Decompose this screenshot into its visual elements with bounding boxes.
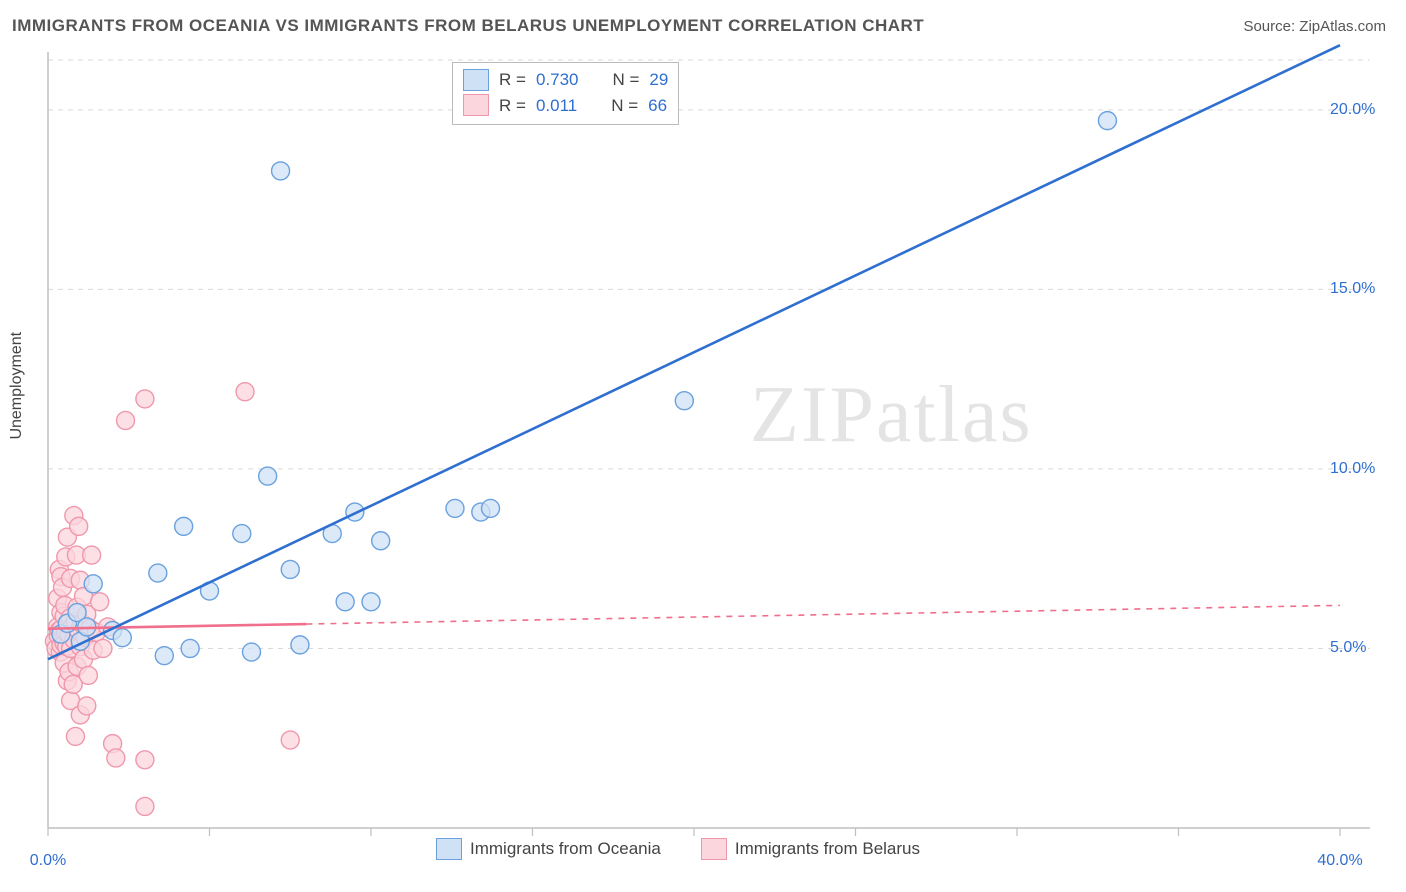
stats-N-belarus: 66	[648, 93, 667, 119]
legend-item-belarus: Immigrants from Belarus	[701, 838, 920, 860]
x-tick-label: 40.0%	[1317, 852, 1362, 870]
legend-item-oceania: Immigrants from Oceania	[436, 838, 661, 860]
y-tick-label: 10.0%	[1330, 460, 1375, 478]
stats-R-oceania: 0.730	[536, 67, 579, 93]
swatch-belarus	[701, 838, 727, 860]
stats-R-label: R =	[499, 67, 526, 93]
stats-N-label: N =	[612, 67, 639, 93]
x-tick-label: 0.0%	[30, 852, 66, 870]
stats-R-belarus: 0.011	[536, 93, 577, 119]
legend-label-belarus: Immigrants from Belarus	[735, 839, 920, 859]
correlation-chart: IMMIGRANTS FROM OCEANIA VS IMMIGRANTS FR…	[0, 0, 1406, 892]
stats-N-oceania: 29	[649, 67, 668, 93]
stats-legend-box: R = 0.730 N = 29 R = 0.011 N = 66	[452, 62, 679, 125]
legend-label-oceania: Immigrants from Oceania	[470, 839, 661, 859]
stats-row-belarus: R = 0.011 N = 66	[463, 93, 668, 119]
swatch-oceania	[463, 69, 489, 91]
stats-row-oceania: R = 0.730 N = 29	[463, 67, 668, 93]
stats-N-label: N =	[611, 93, 638, 119]
swatch-belarus	[463, 94, 489, 116]
y-tick-label: 20.0%	[1330, 101, 1375, 119]
y-tick-label: 15.0%	[1330, 280, 1375, 298]
plot-area	[0, 0, 1406, 892]
y-tick-label: 5.0%	[1330, 639, 1366, 657]
stats-R-label: R =	[499, 93, 526, 119]
swatch-oceania	[436, 838, 462, 860]
series-legend: Immigrants from Oceania Immigrants from …	[436, 838, 920, 860]
